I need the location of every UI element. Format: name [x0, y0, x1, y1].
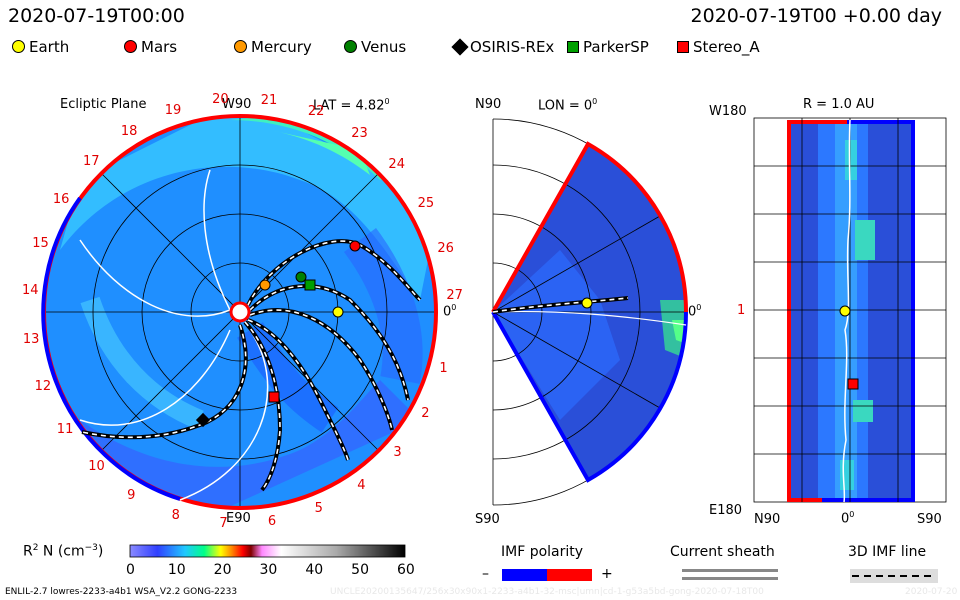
current-sheath-swatch	[682, 569, 778, 572]
carrington-tick-10: 10	[88, 459, 105, 475]
legend-venus: Venus	[344, 38, 406, 56]
timestamp-title: 2020-07-19T00:00	[8, 5, 185, 27]
imf-plus-label: +	[601, 566, 613, 582]
carrington-tick-4: 4	[357, 477, 366, 493]
parkersp-marker-icon	[567, 41, 579, 53]
colorbar-tick-label: 40	[305, 562, 324, 578]
carrington-tick-16: 16	[52, 191, 70, 207]
colorbar-tick-label: 0	[126, 562, 135, 578]
carrington-tick-5: 5	[314, 501, 323, 517]
carrington-tick-11: 11	[56, 422, 74, 438]
carrington-tick-24: 24	[388, 157, 405, 173]
meridional-density-map	[493, 144, 686, 480]
s90-label: S90	[475, 512, 500, 527]
carrington-tick-7: 7	[219, 516, 228, 532]
carrington-tick-22: 22	[307, 104, 325, 120]
mars-marker-icon	[124, 40, 137, 53]
imf-negative-swatch	[502, 569, 547, 581]
ecliptic-plane-title: Ecliptic Plane	[60, 97, 147, 112]
imf-minus-label: –	[482, 566, 489, 582]
legend-stereo-a: Stereo_A	[677, 38, 760, 56]
n90-x-label: N90	[754, 512, 781, 527]
carrington-tick-9: 9	[127, 488, 136, 504]
stereo-a-marker	[268, 391, 280, 403]
imf-positive-swatch	[547, 569, 592, 581]
legend-mercury: Mercury	[234, 38, 312, 56]
legend-osiris-rex: OSIRIS-REx	[451, 38, 554, 56]
colorbar-tick-label: 60	[397, 562, 415, 578]
carrington-tick-26: 26	[437, 240, 454, 256]
carrington-tick-21: 21	[260, 92, 278, 108]
earth-marker	[332, 306, 344, 318]
e180-label: E180	[709, 503, 743, 518]
sphere-mid-label: 1	[737, 303, 746, 318]
earth-marker-meridional	[581, 297, 593, 309]
colorbar	[129, 544, 406, 558]
carrington-tick-14: 14	[22, 283, 39, 299]
carrington-tick-2: 2	[421, 405, 430, 421]
carrington-tick-1: 1	[439, 360, 448, 376]
stereo-a-marker-sphere	[847, 378, 859, 390]
osiris-rex-marker	[195, 412, 211, 428]
carrington-tick-15: 15	[32, 235, 49, 251]
colorbar-tick-label: 10	[167, 562, 186, 578]
meridional-zero-label: 00	[688, 303, 702, 320]
run-id: UNCLE20200135647/256x30x90x1-2233-a4b1-3…	[330, 587, 764, 597]
zero-x-label: 00	[841, 510, 855, 527]
carrington-tick-19: 19	[164, 102, 182, 118]
legend-earth: Earth	[12, 38, 69, 56]
carrington-tick-8: 8	[171, 507, 180, 523]
colorbar-tick-label: 50	[351, 562, 369, 578]
model-info: ENLIL-2.7 lowres-2233-a4b1 WSA_V2.2 GONG…	[5, 587, 238, 597]
carrington-tick-18: 18	[120, 123, 138, 139]
sun-marker	[229, 301, 251, 323]
imf-polarity-title: IMF polarity	[501, 544, 584, 560]
carrington-tick-25: 25	[417, 196, 435, 212]
sphere-map	[753, 117, 947, 503]
legend-parkersp: ParkerSP	[567, 38, 649, 56]
carrington-tick-17: 17	[82, 153, 100, 169]
earth-marker-icon	[12, 40, 25, 53]
mercury-marker	[259, 279, 271, 291]
lon-label: LON = 00	[538, 97, 598, 114]
mars-marker	[349, 240, 361, 252]
ecliptic-zero-label: 00	[443, 303, 457, 320]
n90-label: N90	[475, 97, 502, 112]
stereo-a-marker-icon	[677, 41, 689, 53]
carrington-tick-20: 20	[212, 92, 229, 108]
lat-label: LAT = 4.820	[313, 97, 390, 114]
venus-marker	[295, 271, 307, 283]
carrington-tick-6: 6	[267, 514, 277, 530]
carrington-tick-27: 27	[446, 288, 463, 304]
s90-x-label: S90	[917, 512, 942, 527]
relative-time: 2020-07-19T00 +0.00 day	[690, 5, 942, 27]
w90-label: W90	[222, 97, 252, 112]
e90-label: E90	[226, 511, 251, 526]
radius-label: R = 1.0 AU	[803, 97, 875, 112]
carrington-tick-3: 3	[393, 445, 402, 461]
mercury-marker-icon	[234, 40, 247, 53]
colorbar-label: R2 N (cm−3)	[23, 543, 104, 560]
carrington-tick-12: 12	[34, 379, 52, 394]
run-date: 2020-07-20	[905, 587, 958, 597]
w180-label: W180	[709, 104, 747, 119]
legend-mars: Mars	[124, 38, 177, 56]
current-sheath-title: Current sheath	[670, 544, 775, 560]
earth-marker-sphere	[839, 305, 851, 317]
carrington-tick-13: 13	[22, 331, 40, 347]
parkersp-marker	[304, 279, 316, 291]
venus-marker-icon	[344, 40, 357, 53]
colorbar-tick-label: 30	[259, 562, 278, 578]
imf-line-title: 3D IMF line	[848, 544, 927, 560]
colorbar-tick-label: 20	[213, 562, 232, 578]
carrington-tick-23: 23	[351, 126, 368, 142]
